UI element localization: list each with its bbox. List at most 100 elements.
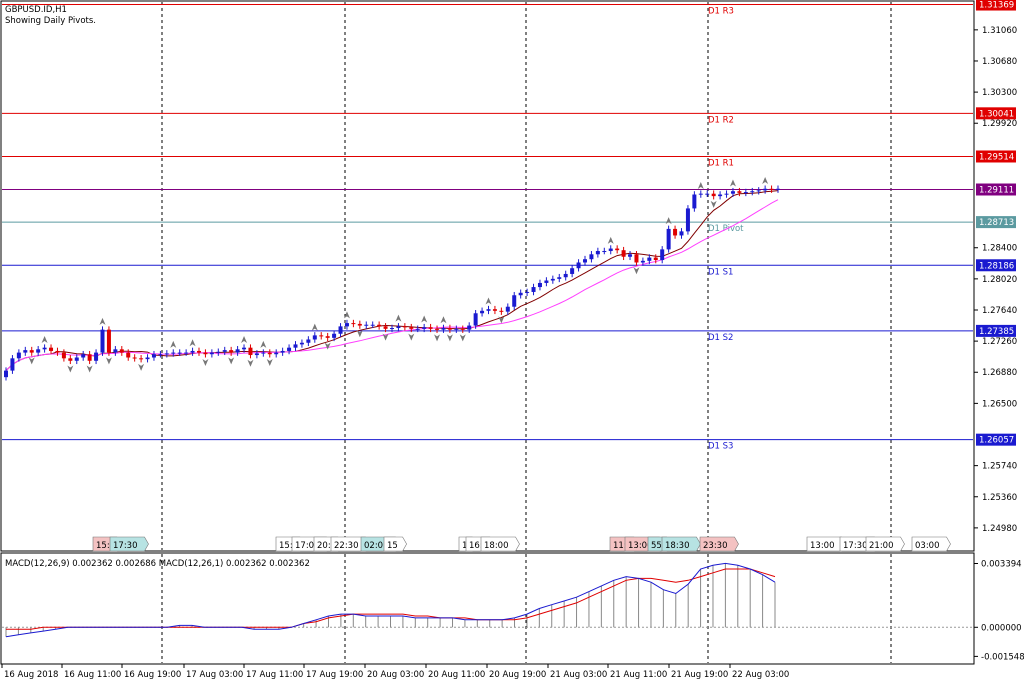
candle-body-50 [325, 336, 330, 338]
fractal-up-48 [311, 323, 318, 331]
pivot-price-label-6: 1.26057 [979, 436, 1014, 446]
pivot-price-tag-1 [976, 107, 1016, 120]
fractal-up-37 [241, 335, 248, 343]
candle-body-13 [87, 354, 92, 361]
vertical-grid [161, 2, 892, 663]
candle-body-44 [287, 347, 292, 351]
macd-tick-1: 0.000000 [981, 623, 1022, 633]
candle-body-42 [274, 352, 279, 355]
candle-body-34 [222, 350, 227, 352]
candle-body-115 [743, 192, 748, 194]
candle-body-95 [615, 248, 620, 251]
candle-body-19 [126, 352, 131, 358]
fractal-up-26 [170, 340, 177, 348]
price-tick-6: 1.27640 [982, 306, 1017, 316]
time-marker-box-18 [865, 536, 905, 552]
candle-body-80 [518, 292, 523, 296]
candle-body-85 [550, 278, 555, 281]
candle-body-14 [94, 352, 99, 361]
macd-indicator: 0.003394 0.000000 -0.001548 [2, 560, 1024, 662]
candle-body-21 [139, 358, 144, 360]
pivot-price-tag-2 [976, 150, 1016, 163]
candle-body-110 [711, 193, 716, 197]
time-marker-box-7 [383, 536, 407, 552]
candle-body-102 [660, 249, 665, 261]
candle-body-31 [203, 352, 208, 355]
time-marker-13: 55 [651, 541, 662, 551]
candle-body-26 [171, 352, 176, 354]
fractal-down-35 [228, 357, 235, 365]
candle-body-43 [280, 350, 285, 353]
time-marker-19: 03:00 [915, 541, 940, 551]
candle-body-90 [583, 259, 587, 263]
candle-body-113 [730, 191, 735, 194]
candle-body-47 [306, 339, 311, 343]
time-marker-box-14 [661, 536, 701, 552]
candle-body-29 [190, 350, 195, 353]
candle-body-20 [132, 357, 137, 359]
pivot-price-tag-5 [976, 324, 1016, 337]
pivot-name-1: D1 R2 [708, 115, 734, 125]
time-marker-15: 23:30 [703, 541, 728, 551]
candle-body-96 [621, 250, 626, 257]
pivot-name-0: D1 R3 [708, 7, 734, 17]
time-tick-5: 17 Aug 19:00 [306, 670, 363, 680]
candle-body-92 [595, 251, 600, 255]
candle-body-119 [769, 188, 774, 190]
candle-body-5 [36, 349, 41, 353]
fractal-up-94 [607, 236, 614, 244]
candle-body-38 [248, 347, 253, 356]
time-marker-box-15 [699, 536, 739, 552]
fractal-down-41 [266, 358, 273, 366]
time-marker-box-1 [109, 536, 149, 552]
candle-body-51 [332, 333, 337, 338]
candle-body-45 [293, 344, 298, 348]
time-marker-5: 22:30 [334, 541, 359, 551]
fractal-up-40 [260, 340, 267, 348]
pivot-price-tag-3 [976, 216, 1016, 229]
fractal-up-113 [729, 179, 736, 187]
pivot-name-2: D1 R1 [708, 158, 734, 168]
fractal-up-6 [41, 335, 48, 343]
candle-body-75 [486, 309, 491, 311]
candle-body-41 [267, 352, 272, 355]
candle-body-27 [177, 352, 182, 354]
candle-body-86 [557, 277, 562, 279]
time-marker-4: 20: [317, 541, 331, 551]
candle-body-100 [647, 257, 652, 261]
candle-body-93 [602, 251, 607, 253]
fractal-up-108 [697, 181, 704, 189]
candle-body-105 [679, 231, 684, 236]
price-tick-10: 1.25740 [982, 462, 1017, 472]
fractal-down-67 [434, 334, 441, 342]
candle-body-81 [525, 291, 530, 293]
time-tick-0: 16 Aug 2018 [4, 670, 58, 680]
fractal-down-71 [459, 334, 466, 342]
macd-panel-frame [0, 552, 975, 665]
fractal-down-10 [67, 365, 74, 373]
candle-body-46 [299, 342, 304, 345]
fractal-up-65 [421, 315, 428, 323]
candle-body-104 [673, 228, 678, 236]
candle-body-18 [119, 349, 124, 353]
pivot-price-label-3: 1.28713 [979, 218, 1014, 228]
candle-body-40 [261, 352, 266, 354]
current-price-label: 1.29111 [979, 185, 1014, 195]
fractal-up-53 [343, 311, 350, 319]
time-marker-18: 21:00 [869, 541, 894, 551]
pivot-price-label-4: 1.28186 [979, 261, 1014, 271]
candle-body-11 [74, 357, 79, 361]
fractal-down-77 [498, 316, 505, 324]
pivot-price-label-0: 1.31369 [979, 1, 1014, 11]
candle-body-10 [68, 358, 73, 361]
time-tick-7: 20 Aug 11:00 [428, 670, 485, 680]
pivot-price-tag-0 [976, 0, 1016, 11]
candle-body-112 [724, 193, 729, 195]
time-tick-10: 21 Aug 11:00 [610, 670, 667, 680]
pivot-price-label-5: 1.27385 [979, 327, 1014, 337]
candle-body-84 [544, 280, 549, 283]
candle-body-17 [113, 349, 118, 353]
